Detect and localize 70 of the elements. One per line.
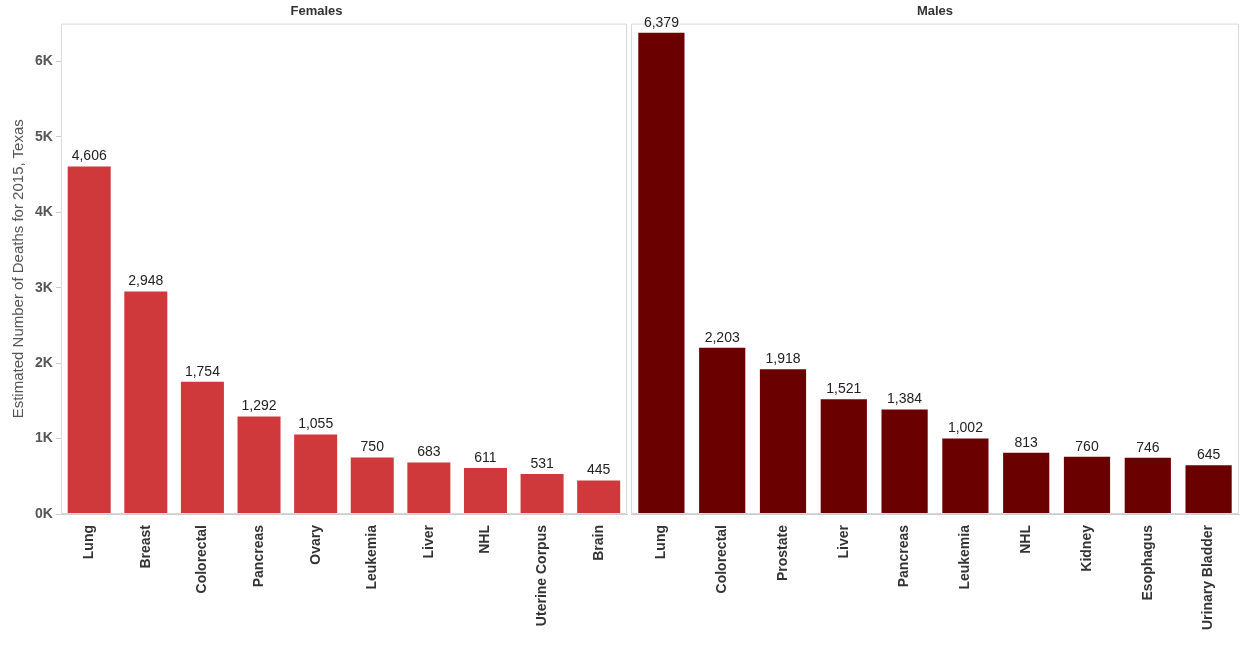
x-tick-label: Uterine Corpus	[532, 524, 549, 627]
bar	[463, 467, 507, 514]
y-tick-label: 1K	[34, 429, 53, 446]
bar	[124, 291, 168, 514]
y-tick-label: 0K	[34, 504, 53, 521]
x-tick-label: Lung	[80, 525, 97, 560]
data-label: 1,002	[947, 419, 984, 436]
data-label: 813	[1014, 433, 1039, 450]
chart-title: Males	[916, 3, 954, 19]
data-label: 1,918	[765, 350, 801, 367]
y-tick-label: 5K	[34, 127, 53, 144]
bar	[881, 409, 928, 514]
data-label: 645	[1196, 446, 1221, 463]
y-tick-label: 4K	[34, 203, 53, 220]
chart-title: Females	[290, 3, 343, 19]
x-tick-label: Breast	[136, 524, 153, 569]
x-tick-label: Leukemia	[956, 524, 973, 590]
bar	[1124, 457, 1171, 514]
bar	[67, 166, 111, 514]
data-label: 2,948	[128, 272, 164, 289]
x-tick-label: Kidney	[1077, 524, 1094, 572]
x-tick-label: Prostate	[773, 524, 790, 582]
x-tick-label: Pancreas	[895, 524, 912, 588]
x-tick-label: Lung	[652, 525, 669, 560]
data-label: 2,203	[704, 328, 740, 345]
x-tick-label: Pancreas	[249, 524, 266, 588]
data-label: 1,292	[241, 397, 277, 414]
bar	[820, 399, 867, 514]
x-tick-label: Brain	[589, 525, 606, 561]
bar	[350, 457, 394, 514]
data-label: 531	[530, 454, 554, 471]
data-label: 4,606	[71, 147, 107, 164]
x-tick-label: Ovary	[306, 524, 323, 565]
data-label: 760	[1075, 437, 1099, 454]
data-label: 445	[587, 461, 611, 478]
y-tick-label: 2K	[34, 353, 53, 370]
y-axis-title: Estimated Number of Deaths for 2015, Texas	[9, 119, 27, 419]
x-tick-label: Leukemia	[363, 524, 380, 590]
bar	[1063, 456, 1111, 514]
bar	[294, 434, 338, 514]
data-label: 6,379	[643, 13, 680, 30]
bar	[180, 381, 224, 514]
data-label: 1,384	[887, 390, 923, 407]
data-label: 750	[360, 438, 385, 455]
y-tick-label: 6K	[34, 52, 53, 69]
bar	[759, 369, 807, 514]
bar	[237, 416, 281, 514]
x-tick-label: Liver	[419, 524, 436, 559]
data-label: 611	[474, 448, 497, 465]
bar	[520, 473, 564, 514]
x-tick-label: Esophagus	[1138, 524, 1155, 601]
x-tick-label: NHL	[476, 524, 493, 554]
data-label: 1,754	[184, 362, 221, 379]
data-label: 1,521	[826, 380, 862, 397]
bar	[638, 32, 685, 514]
bar	[577, 480, 621, 514]
data-label: 683	[417, 443, 441, 460]
bar	[699, 347, 746, 514]
bar	[1003, 452, 1050, 514]
y-tick-label: 3K	[34, 278, 53, 295]
x-tick-label: Colorectal	[193, 525, 210, 594]
x-tick-label: Colorectal	[713, 525, 730, 594]
x-tick-label: Liver	[834, 524, 851, 559]
data-label: 1,055	[298, 415, 334, 432]
bar	[407, 462, 451, 514]
x-tick-label: Urinary Bladder	[1199, 524, 1216, 631]
bar	[942, 438, 989, 514]
data-label: 746	[1136, 438, 1160, 455]
bar	[1185, 465, 1232, 514]
x-tick-label: NHL	[1017, 524, 1034, 554]
